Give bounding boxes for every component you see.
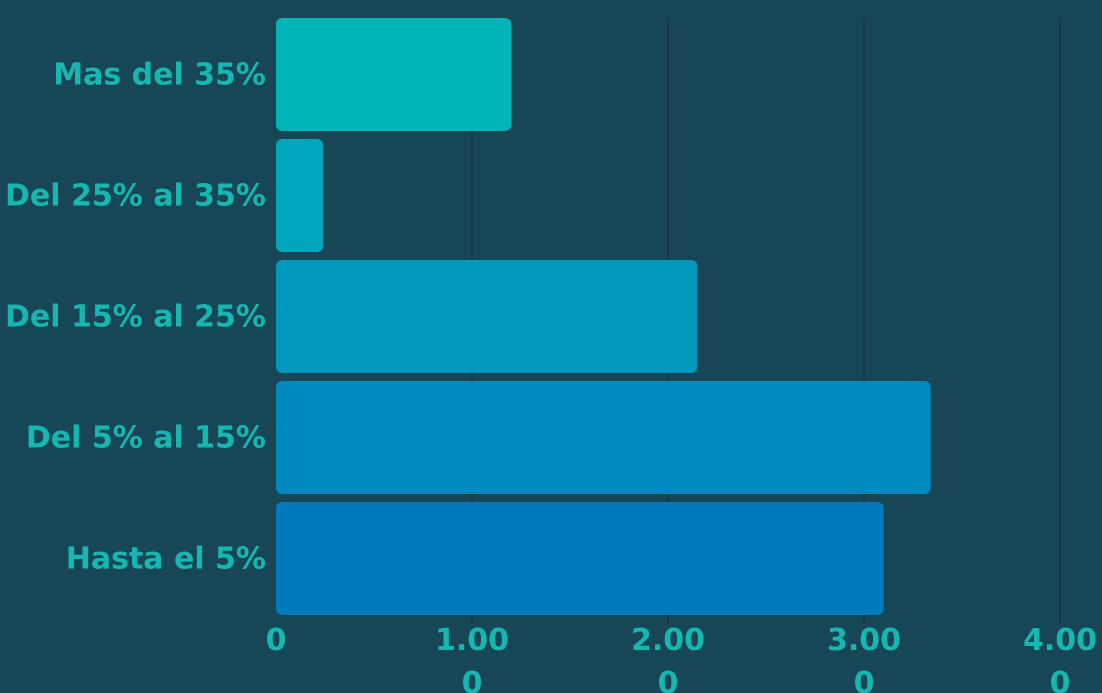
category-label: Del 5% al 15% — [26, 421, 266, 456]
bar — [276, 260, 698, 373]
bar — [276, 18, 512, 131]
category-label: Hasta el 5% — [66, 542, 266, 577]
category-label: Del 25% al 35% — [5, 179, 266, 214]
category-labels: Mas del 35% Del 25% al 35% Del 15% al 25% D… — [5, 58, 266, 577]
category-label: Mas del 35% — [53, 58, 266, 93]
bar — [276, 502, 884, 615]
x-tick-label: 1.00 0 — [435, 623, 509, 693]
x-tick-label: 2.00 0 — [631, 623, 705, 693]
bar — [276, 139, 324, 252]
x-tick-label: 3.00 0 — [827, 623, 901, 693]
x-tick-label: 0 — [266, 623, 287, 658]
bars — [276, 18, 931, 615]
x-axis-ticks: 0 1.00 0 2.00 0 3.00 0 4.00 0 — [266, 623, 1097, 693]
category-label: Del 15% al 25% — [5, 300, 266, 335]
bar — [276, 381, 931, 494]
x-tick-label: 4.00 0 — [1023, 623, 1097, 693]
